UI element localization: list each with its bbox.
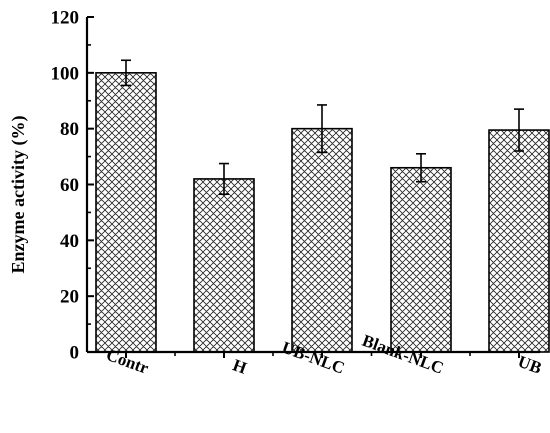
error-bar-blank-nlc <box>416 152 426 183</box>
y-ticks-group: 0 20 40 60 80 100 120 <box>51 8 520 364</box>
x-category-label: H <box>230 355 249 377</box>
y-tick-label: 40 <box>60 231 79 252</box>
bar-ub-nlc <box>291 127 353 353</box>
x-category-label: UB <box>515 352 544 378</box>
bar-ub <box>488 129 550 353</box>
error-bar-ub-nlc <box>317 104 327 154</box>
bar-contr <box>95 72 157 353</box>
y-axis-title: Enzyme activity (%) <box>8 116 29 274</box>
error-bars-group <box>121 59 524 196</box>
error-bar-ub <box>514 108 524 152</box>
y-tick-label: 60 <box>60 175 79 196</box>
error-bar-h <box>219 162 229 196</box>
y-tick-label: 80 <box>60 119 79 140</box>
error-bar-contr <box>121 59 131 87</box>
y-tick-label: 120 <box>51 8 80 29</box>
y-tick-label: 100 <box>51 63 80 84</box>
bar-h <box>193 178 255 353</box>
y-tick-label: 0 <box>70 343 80 364</box>
y-tick-label: 20 <box>60 287 79 308</box>
bar-blank-nlc <box>390 166 452 353</box>
